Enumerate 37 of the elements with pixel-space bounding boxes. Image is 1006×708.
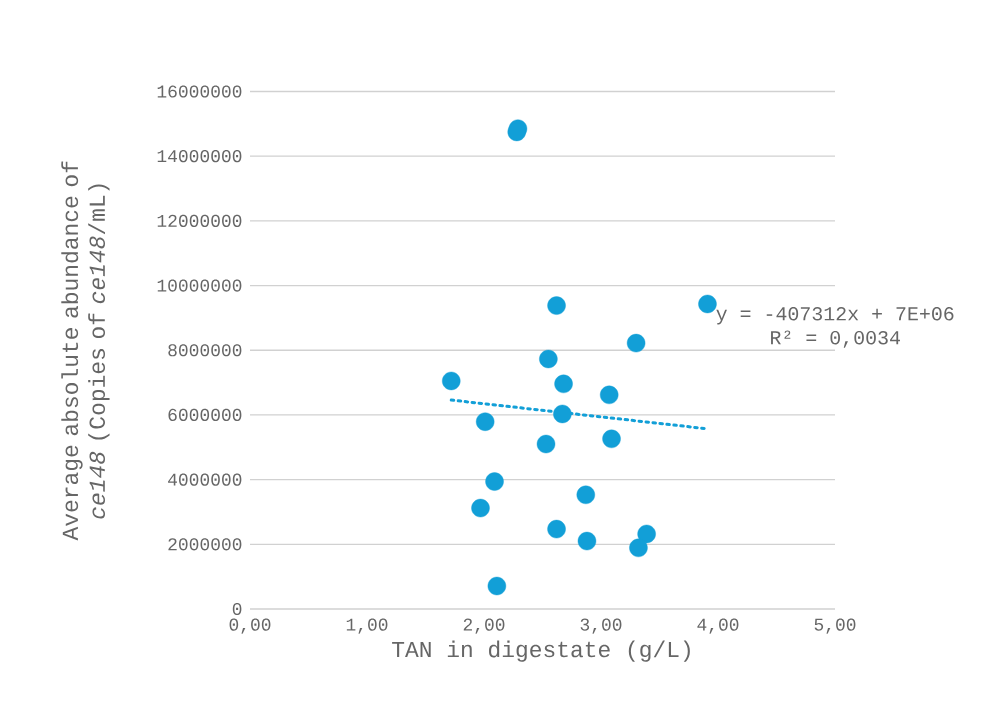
point [554, 374, 573, 394]
point [442, 371, 461, 391]
y-tick-label: 16000000 [157, 85, 242, 98]
point [577, 531, 597, 551]
point [576, 485, 595, 505]
point [487, 576, 507, 596]
x-tick-label: 3,00 [580, 618, 622, 634]
point [553, 404, 572, 424]
y-tick-label: 10000000 [157, 279, 242, 292]
y-tick-label: 8000000 [168, 344, 242, 357]
point [629, 538, 648, 558]
point [536, 434, 556, 454]
point [602, 429, 621, 449]
point [547, 296, 566, 315]
point [471, 498, 490, 518]
y-tick-label: 2000000 [168, 538, 242, 551]
x-tick-label: 5,00 [814, 618, 856, 634]
x-axis-title: TAN in digestate (g/L) [392, 640, 690, 662]
x-tick-label: 0,00 [229, 618, 271, 634]
y-tick-label: 6000000 [168, 408, 242, 421]
point [600, 385, 619, 405]
x-tick-label: 1,00 [346, 618, 388, 634]
point [485, 472, 504, 491]
y-tick-label: 14000000 [157, 150, 242, 163]
point [626, 333, 646, 353]
point [547, 519, 566, 539]
point [539, 349, 558, 369]
point [475, 412, 495, 431]
annotation: R² = 0,0034 [771, 330, 900, 348]
annotation: y = -407312x + 7E+06 [716, 307, 954, 325]
y-tick-label: 4000000 [168, 473, 242, 486]
y-tick-label: 12000000 [157, 214, 242, 227]
x-tick-label: 2,00 [463, 618, 505, 634]
y-tick-label: 0 [232, 602, 242, 616]
x-tick-label: 4,00 [697, 618, 739, 634]
point [698, 294, 717, 314]
point [637, 524, 656, 544]
